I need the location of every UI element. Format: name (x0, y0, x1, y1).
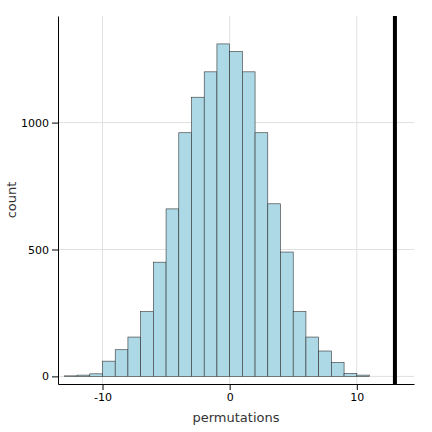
tick-mark (103, 384, 104, 390)
axis-line (59, 384, 415, 385)
bar (217, 44, 230, 376)
bar (77, 375, 90, 376)
bar (319, 351, 332, 376)
tick-label: 10 (350, 391, 364, 404)
tick-mark (230, 384, 231, 390)
bar (357, 375, 370, 376)
tick-mark (52, 376, 58, 377)
bar (344, 373, 357, 376)
tick-label: 1000 (21, 117, 49, 130)
bar (255, 133, 268, 377)
tick: 10 (350, 384, 364, 404)
bar (293, 312, 306, 377)
bar (331, 362, 344, 376)
grid-line (102, 16, 103, 384)
x-axis: -10 0 10 (59, 384, 415, 404)
tick: -10 (94, 384, 112, 404)
tick-mark (52, 123, 58, 124)
bar (166, 209, 179, 377)
axis-line (58, 17, 59, 385)
y-axis: 0 500 1000 (21, 17, 59, 385)
tick-label: 0 (42, 370, 49, 383)
bar (281, 252, 294, 376)
bar (90, 374, 103, 377)
tick: 1000 (21, 117, 58, 130)
y-axis-title: count (4, 182, 19, 219)
bar (306, 337, 319, 376)
tick-mark (357, 384, 358, 390)
marks (64, 16, 395, 384)
bar (268, 204, 281, 377)
chart: -10 0 10 0 500 1000 permutations count (0, 0, 432, 432)
bar (153, 262, 166, 376)
bar (141, 312, 154, 377)
bar (230, 52, 243, 377)
tick: 0 (227, 384, 234, 404)
tick-label: -10 (94, 391, 112, 404)
bar (192, 97, 205, 376)
tick-label: 500 (28, 244, 49, 257)
tick: 0 (42, 370, 58, 383)
bar (128, 337, 141, 376)
bar (179, 133, 192, 377)
bar (204, 72, 217, 377)
bar (64, 375, 77, 377)
bar (115, 350, 128, 377)
grid (58, 16, 414, 384)
bar (103, 361, 116, 376)
tick: 500 (28, 244, 58, 257)
grid-line (356, 16, 357, 384)
tick-label: 0 (227, 391, 234, 404)
reference-line (393, 16, 397, 384)
x-axis-title: permutations (192, 410, 279, 425)
plot-area: -10 0 10 0 500 1000 (21, 16, 415, 404)
bar (242, 72, 255, 377)
tick-mark (52, 249, 58, 250)
